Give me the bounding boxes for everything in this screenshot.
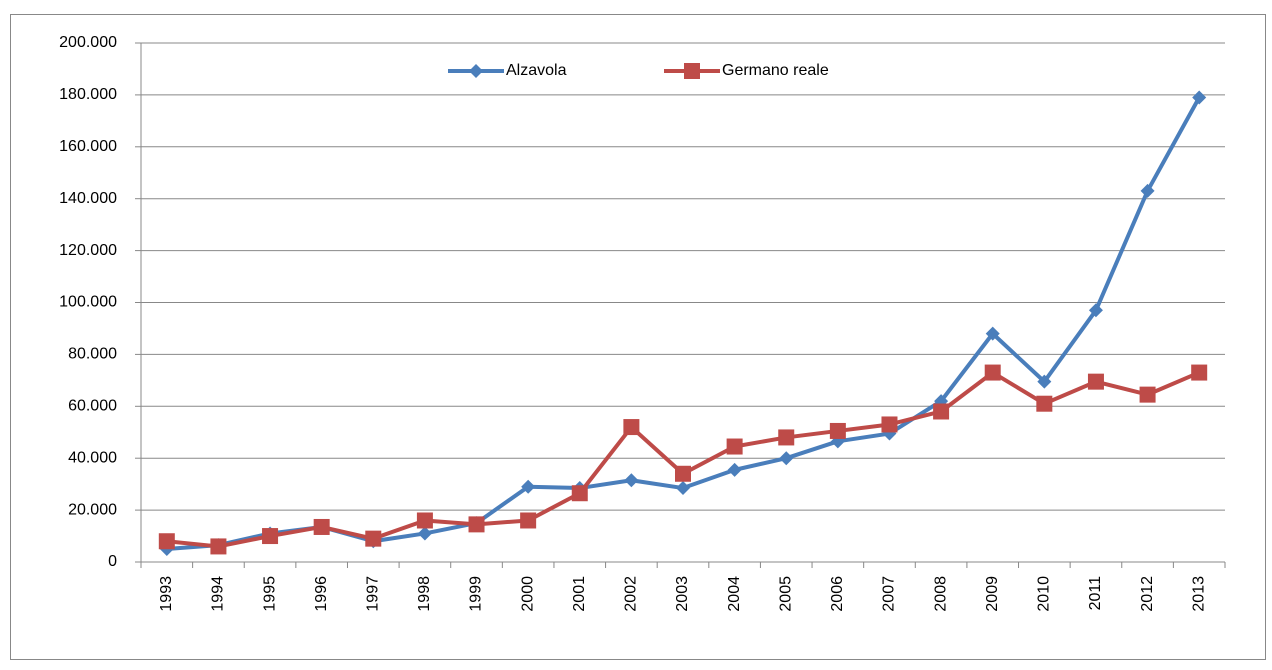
point	[1037, 374, 1052, 389]
legend-marker	[684, 63, 700, 79]
point	[210, 538, 227, 555]
x-tick-label: 2005	[777, 576, 794, 612]
x-tick-label: 1993	[158, 576, 175, 612]
x-tick-label: 2001	[571, 576, 588, 612]
point	[521, 479, 536, 494]
x-tick-label: 2013	[1190, 576, 1207, 612]
x-tick-label: 2008	[932, 576, 949, 612]
x-tick-label: 2012	[1139, 576, 1156, 612]
point	[262, 528, 279, 545]
y-tick-label: 200.000	[59, 34, 117, 51]
legend-label: Alzavola	[506, 62, 567, 79]
legend-label: Germano reale	[722, 62, 829, 79]
y-tick-label: 60.000	[68, 398, 117, 415]
x-tick-label: 1995	[261, 576, 278, 612]
point	[778, 429, 795, 446]
x-tick-label: 2009	[984, 576, 1001, 612]
point	[779, 451, 794, 466]
point	[676, 481, 690, 496]
y-tick-label: 120.000	[59, 242, 117, 259]
point	[624, 473, 639, 488]
y-tick-label: 40.000	[68, 449, 117, 466]
x-tick-label: 2010	[1036, 576, 1053, 612]
point	[623, 419, 640, 436]
point	[520, 512, 537, 529]
point	[158, 533, 175, 550]
point	[313, 518, 330, 535]
point	[985, 326, 1000, 341]
point	[1088, 303, 1103, 318]
point	[984, 364, 1001, 381]
x-tick-label: 1997	[365, 576, 382, 612]
point	[1191, 364, 1208, 381]
point	[365, 530, 382, 547]
x-tick-label: 1999	[468, 576, 485, 612]
x-tick-label: 1994	[210, 576, 227, 612]
point	[416, 512, 433, 529]
point	[727, 462, 742, 477]
point	[1139, 386, 1156, 403]
x-tick-label: 2006	[829, 576, 846, 612]
x-tick-label: 2011	[1087, 576, 1104, 611]
y-tick-label: 180.000	[59, 86, 117, 103]
point	[468, 516, 485, 533]
point	[571, 485, 588, 502]
x-tick-label: 1996	[313, 576, 330, 612]
point	[1036, 395, 1053, 412]
legend-marker	[469, 64, 483, 78]
x-tick-label: 2004	[726, 576, 743, 612]
y-tick-label: 100.000	[59, 294, 117, 311]
point	[933, 403, 950, 420]
y-tick-label: 80.000	[68, 346, 117, 363]
y-tick-label: 20.000	[68, 501, 117, 518]
y-tick-label: 160.000	[59, 138, 117, 155]
point	[881, 416, 898, 433]
y-tick-label: 0	[108, 553, 117, 570]
x-tick-label: 1998	[416, 576, 433, 612]
point	[675, 465, 691, 482]
y-tick-label: 140.000	[59, 190, 117, 207]
point	[1087, 373, 1104, 390]
x-tick-label: 2003	[674, 576, 691, 612]
point	[829, 422, 846, 439]
point	[417, 526, 432, 541]
x-tick-label: 2002	[623, 576, 640, 612]
point	[1192, 90, 1207, 105]
point	[1140, 183, 1155, 198]
point	[726, 438, 743, 455]
x-tick-label: 2000	[519, 576, 536, 612]
x-tick-label: 2007	[881, 576, 898, 612]
